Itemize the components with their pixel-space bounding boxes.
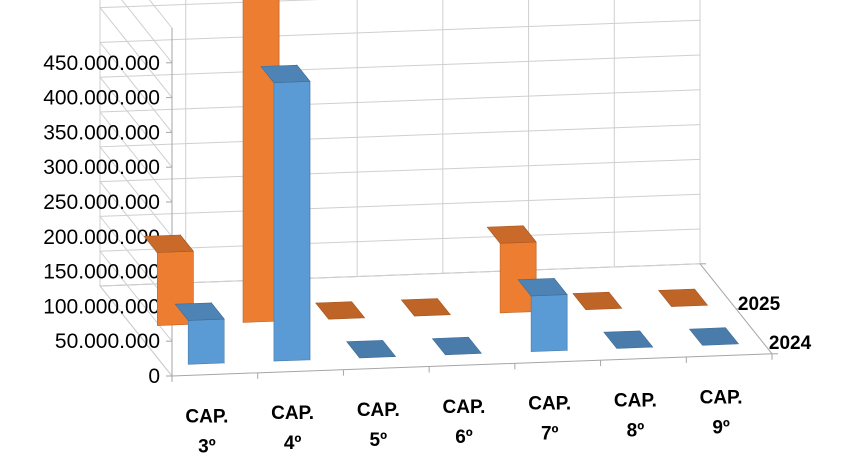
gridline [121, 0, 173, 64]
bar-front [499, 241, 537, 314]
series-label-2025: 2025 [738, 294, 781, 315]
y-tick-label: 100.000.000 [43, 295, 160, 318]
bar-2024-3 [431, 336, 483, 356]
x-tick-label: CAP. 6º [443, 397, 486, 448]
bar-top [688, 327, 740, 346]
x-tick-label: CAP. 8º [614, 391, 657, 442]
gridline [98, 19, 701, 133]
bar-front [530, 294, 568, 352]
x-tick-label: CAP. 9º [700, 387, 743, 438]
bar-2025-1 [242, 0, 280, 323]
y-tick-label: 50.000.000 [55, 330, 160, 353]
x-tick-label-line: CAP. [271, 403, 314, 424]
bar-2024-1 [260, 64, 311, 362]
bar-2025-2 [315, 301, 366, 320]
bar-top [657, 288, 709, 307]
bar-front [273, 81, 311, 362]
bar-top [431, 336, 483, 356]
x-tick-label-line: CAP. [528, 394, 571, 415]
x-tick-label-line: CAP. [700, 387, 743, 408]
bar-top [174, 302, 225, 321]
bar-2024-0 [174, 302, 225, 365]
x-tick-label-line: 3º [198, 436, 216, 457]
bar-2025-6 [657, 288, 709, 307]
bar-top [346, 340, 397, 359]
x-tick-label-line: CAP. [443, 397, 486, 418]
y-tick-label: 300.000.000 [43, 156, 160, 179]
bar-2024-2 [346, 340, 397, 359]
gridline [98, 89, 701, 203]
bar-2025-5 [572, 291, 623, 311]
bar-2024-4 [517, 277, 568, 352]
bar-2025-4 [486, 224, 537, 314]
series-depth-labels: 2024 2025 [738, 294, 812, 354]
bar-top [517, 278, 568, 297]
x-tick-label-line: CAP. [357, 400, 400, 421]
bar-2024-6 [688, 327, 740, 346]
bar-top [260, 64, 311, 84]
x-tick-label-line: 5º [370, 430, 388, 451]
x-tick-label-line: 7º [541, 424, 559, 445]
bar-top [143, 234, 194, 253]
gridline [98, 54, 701, 168]
x-tick-label-line: CAP. [614, 391, 657, 412]
x-tick-label-line: 9º [712, 417, 730, 438]
x-tick-label-line: 6º [455, 427, 473, 448]
bar-top [603, 330, 654, 349]
y-tick-label: 150.000.000 [43, 261, 160, 284]
x-tick-label: CAP. 4º [271, 403, 314, 454]
bars [143, 0, 740, 365]
bar-top [400, 298, 452, 317]
bar-2024-5 [603, 330, 654, 349]
bar-top [572, 291, 623, 311]
x-tick-label-line: 4º [284, 433, 302, 454]
gridline [98, 0, 319, 98]
x-tick-label: CAP. 7º [528, 394, 571, 445]
bar-top [315, 301, 366, 320]
x-tick-label-line: CAP. [185, 406, 228, 427]
y-tick-label: 450.000.000 [43, 52, 160, 75]
bar-front [187, 318, 225, 365]
x-tick-label: CAP. 3º [185, 406, 228, 457]
series-label-2024: 2024 [769, 333, 812, 354]
x-tick-label: CAP. 5º [357, 400, 400, 451]
gridline [98, 124, 701, 238]
bar-front [242, 0, 280, 323]
y-axis-ticks: 0 50.000.000 100.000.000 150.000.000 200.000… [43, 52, 160, 388]
y-tick-label: 0 [148, 365, 160, 388]
bar-2025-3 [400, 298, 452, 317]
y-tick-label: 200.000.000 [43, 226, 160, 249]
bar-top [486, 225, 537, 244]
y-tick-label: 250.000.000 [43, 191, 160, 214]
x-tick-label-line: 8º [627, 421, 645, 442]
y-tick-label: 350.000.000 [43, 121, 160, 144]
y-tick-label: 400.000.000 [43, 87, 160, 110]
